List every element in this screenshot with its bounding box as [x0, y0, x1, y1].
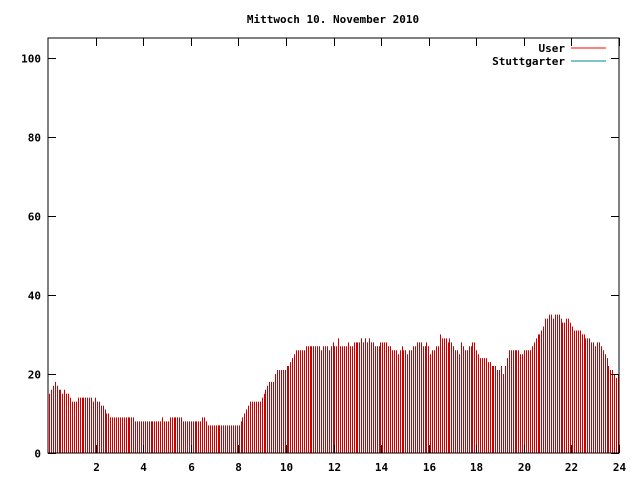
chart-title: Mittwoch 10. November 2010 — [247, 13, 419, 26]
y-tick-label: 80 — [28, 132, 41, 145]
x-tick-label: 22 — [565, 461, 578, 474]
x-tick-label: 10 — [280, 461, 293, 474]
bars-group — [49, 314, 619, 453]
x-tick-label: 24 — [613, 461, 627, 474]
legend: User Stuttgarter — [492, 42, 606, 68]
x-tick-label: 12 — [328, 461, 341, 474]
y-tick-label: 0 — [34, 448, 41, 461]
y-tick-label: 60 — [28, 211, 41, 224]
x-tick-label: 6 — [188, 461, 195, 474]
legend-label-user: User — [539, 42, 566, 55]
x-tick-label: 16 — [423, 461, 437, 474]
x-tick-label: 8 — [235, 461, 242, 474]
plot-frame — [47, 37, 620, 454]
x-tick-label: 18 — [470, 461, 483, 474]
y-tick-label: 20 — [28, 369, 41, 382]
y-tick-label: 100 — [21, 53, 41, 66]
y-tick-label: 40 — [28, 290, 41, 303]
x-tick-label: 4 — [140, 461, 147, 474]
x-tick-label: 2 — [93, 461, 100, 474]
legend-label-stuttgarter: Stuttgarter — [492, 55, 565, 68]
x-tick-label: 20 — [518, 461, 531, 474]
x-tick-label: 14 — [375, 461, 389, 474]
